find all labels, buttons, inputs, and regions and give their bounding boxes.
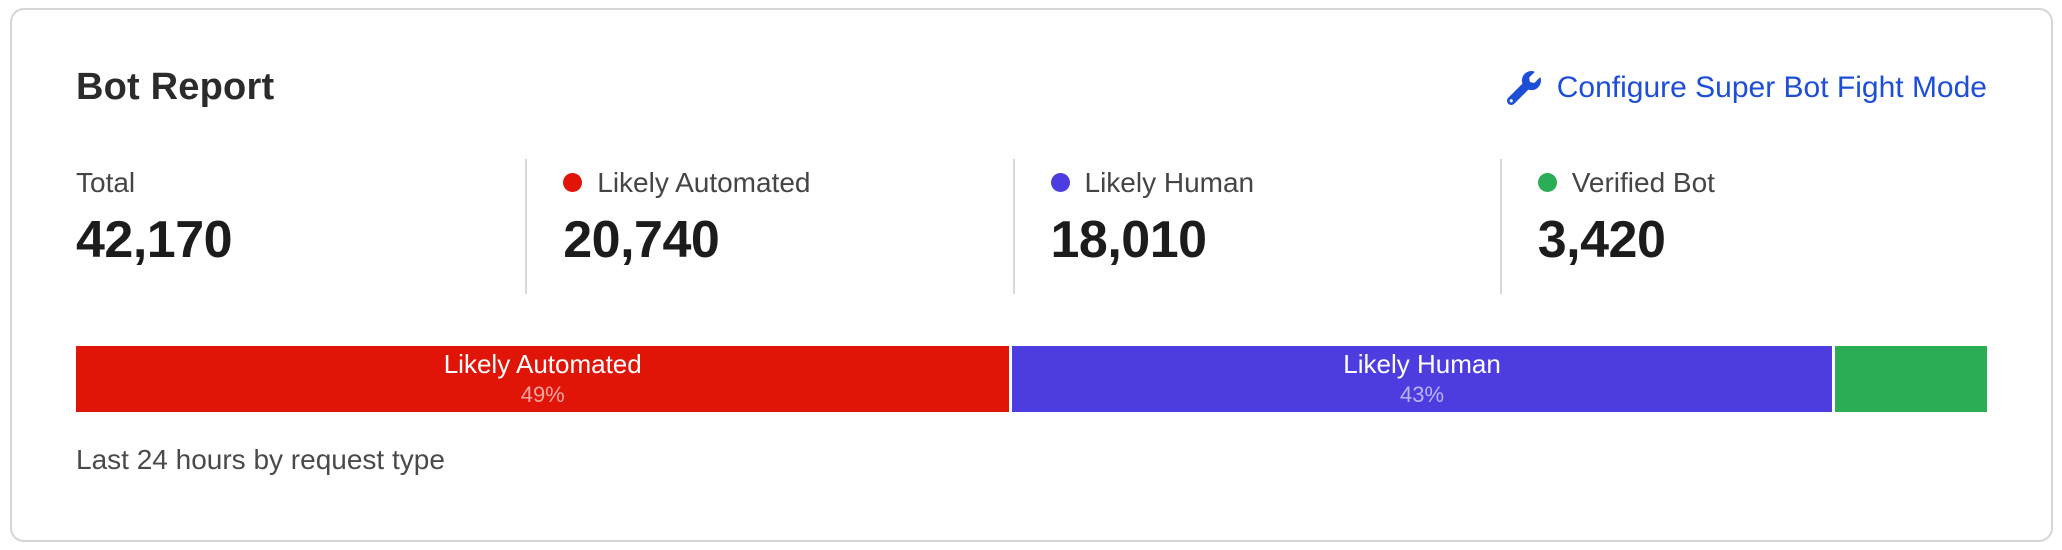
- stat-value: 3,420: [1537, 211, 1666, 269]
- stat-label-row: Likely Automated: [563, 165, 992, 200]
- chart-caption: Last 24 hours by request type: [76, 444, 445, 475]
- stat-label-row: Likely Human: [1050, 165, 1480, 200]
- bar-segment-likely-automated[interactable]: Likely Automated 49%: [76, 346, 1010, 412]
- stat-label: Likely Human: [1084, 167, 1255, 198]
- segment-percent: 49%: [520, 381, 565, 407]
- stat-label-row: Total: [76, 165, 505, 200]
- bar-segment-likely-human[interactable]: Likely Human 43%: [1012, 346, 1832, 412]
- bot-report-card: Bot Report Configure Super Bot Fight Mod…: [10, 8, 2053, 542]
- card-header: Bot Report Configure Super Bot Fight Mod…: [76, 66, 1987, 109]
- segment-label: Likely Human: [1343, 348, 1501, 379]
- configure-link-label: Configure Super Bot Fight Mode: [1556, 70, 1987, 104]
- stat-label: Verified Bot: [1571, 167, 1715, 198]
- page-title: Bot Report: [76, 66, 275, 108]
- stat-label: Total: [76, 167, 136, 198]
- bar-segment-verified-bot[interactable]: [1834, 346, 1987, 412]
- stats-row: Total 42,170 Likely Automated 20,740 Likely …: [76, 159, 1987, 294]
- wrench-icon: [1506, 70, 1541, 105]
- stat-value: 18,010: [1050, 211, 1208, 269]
- legend-dot-icon: [563, 173, 583, 192]
- stat-total: Total 42,170: [76, 159, 525, 294]
- stat-likely-automated: Likely Automated 20,740: [525, 159, 1012, 294]
- segment-label: Likely Automated: [443, 348, 642, 379]
- legend-dot-icon: [1050, 173, 1070, 192]
- stat-value: 42,170: [76, 211, 233, 269]
- stat-label-row: Verified Bot: [1537, 165, 1967, 200]
- legend-dot-icon: [1537, 173, 1557, 192]
- stat-label: Likely Automated: [597, 167, 811, 198]
- stacked-bar-chart: Likely Automated 49% Likely Human 43%: [76, 346, 1987, 412]
- stat-verified-bot: Verified Bot 3,420: [1499, 159, 1987, 294]
- stat-value: 20,740: [563, 211, 720, 269]
- stat-likely-human: Likely Human 18,010: [1012, 159, 1500, 294]
- segment-percent: 43%: [1400, 381, 1445, 407]
- configure-super-bot-fight-mode-link[interactable]: Configure Super Bot Fight Mode: [1506, 70, 1987, 105]
